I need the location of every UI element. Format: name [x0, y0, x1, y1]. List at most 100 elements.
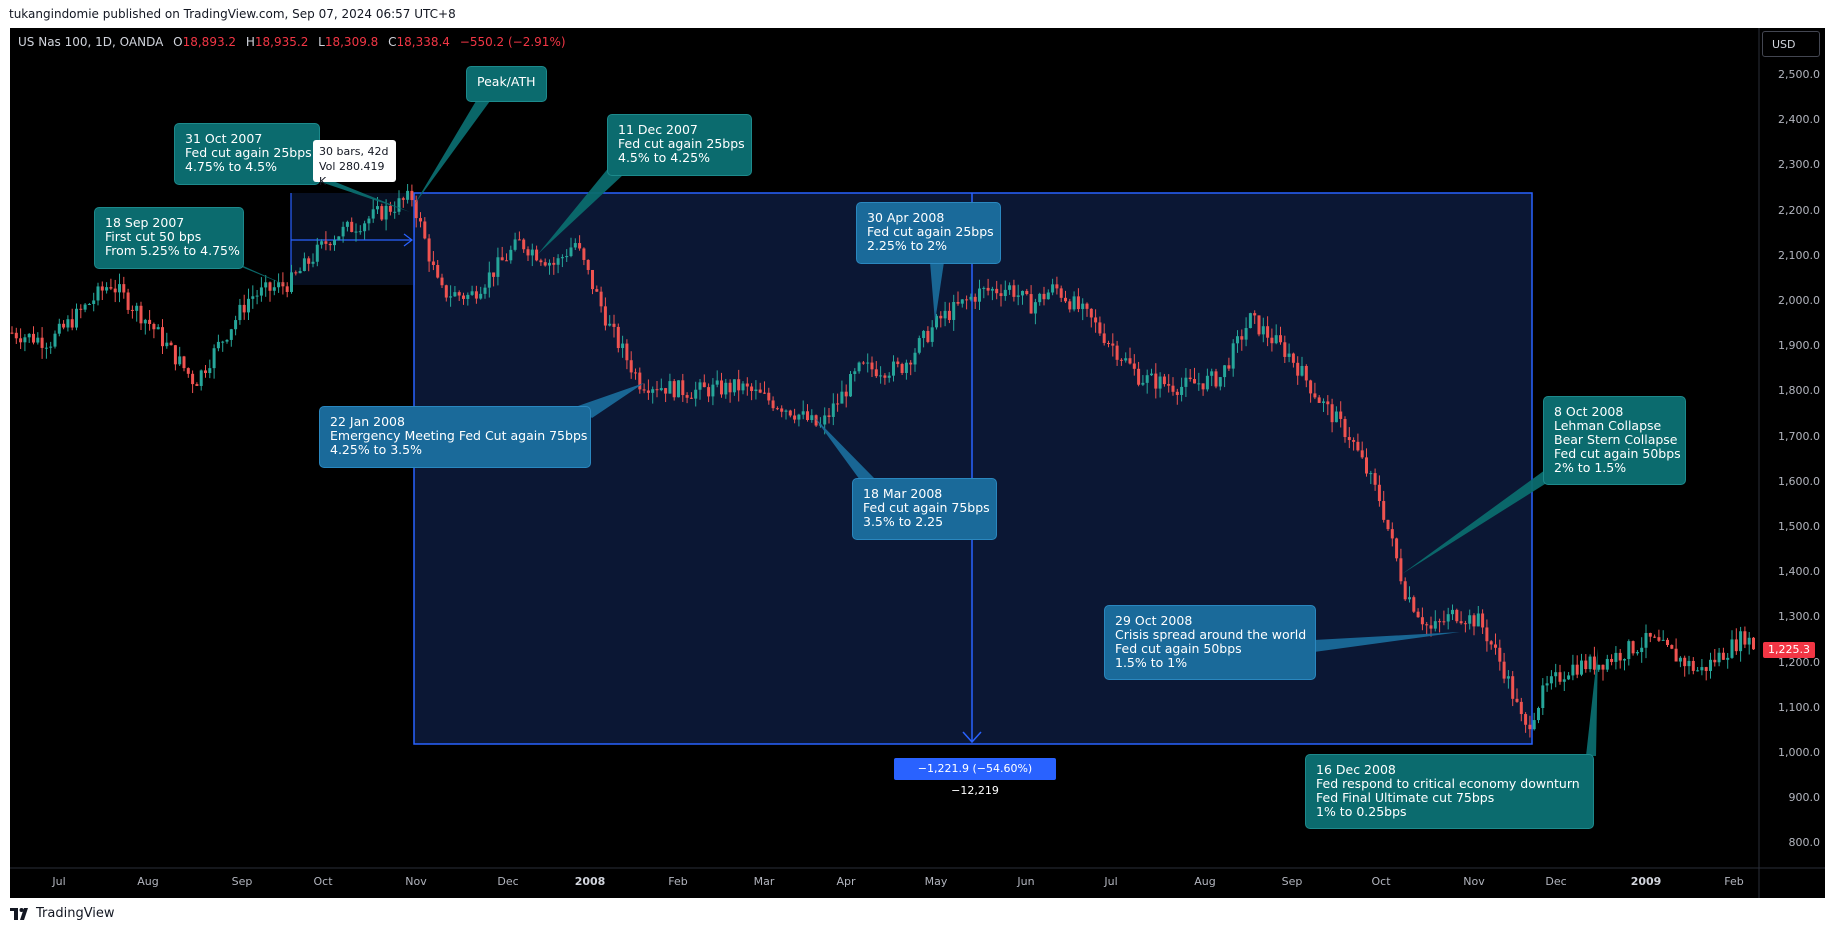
annotation-line: Peak/ATH [477, 74, 536, 89]
candle-body [1455, 609, 1459, 622]
candle-body [367, 218, 371, 224]
candle-body [87, 303, 91, 305]
candle-body [229, 329, 233, 340]
candle-body [724, 382, 728, 395]
candle-body [767, 392, 771, 401]
candle-body [625, 343, 629, 361]
annotation-oct31-2007[interactable]: 31 Oct 2007 Fed cut again 25bps 4.75% to… [174, 123, 320, 185]
annotation-line: 11 Dec 2007 [618, 122, 698, 137]
currency-button[interactable]: USD [1762, 31, 1820, 57]
annotation-peak[interactable]: Peak/ATH [466, 66, 547, 102]
price-tick-label: 1,800.0 [1778, 384, 1820, 398]
tradingview-brand[interactable]: TradingView [10, 906, 115, 921]
candle-body [36, 337, 40, 343]
candle-body [363, 223, 367, 232]
annotation-jan22-2008[interactable]: 22 Jan 2008 Emergency Meeting Fed Cut ag… [319, 406, 591, 468]
candle-body [522, 239, 526, 250]
time-tick-label: May [924, 875, 948, 888]
candle-body [952, 302, 956, 320]
candle-body [1098, 322, 1102, 334]
candle-body [1640, 647, 1644, 653]
candle-body [268, 282, 272, 291]
candle-body [1670, 645, 1674, 649]
candle-body [1373, 473, 1377, 485]
candle-body [1382, 501, 1386, 520]
candle-body [612, 323, 616, 327]
candle-body [754, 389, 758, 392]
candle-body [1210, 371, 1214, 376]
candle-body [212, 348, 216, 369]
annotation-dec11-2007[interactable]: 11 Dec 2007 Fed cut again 25bps 4.5% to … [607, 114, 752, 176]
annotation-oct8-2008[interactable]: 8 Oct 2008 Lehman Collapse Bear Stern Co… [1543, 396, 1686, 485]
candle-body [642, 389, 646, 391]
candle-body [1236, 336, 1239, 344]
candle-body [595, 289, 599, 292]
candle-body [388, 205, 392, 212]
candle-body [694, 389, 698, 399]
annotation-apr30-2008[interactable]: 30 Apr 2008 Fed cut again 25bps 2.25% to… [856, 202, 1001, 264]
candle-body [92, 300, 96, 304]
candle-body [1304, 365, 1308, 381]
candle-body [681, 380, 685, 396]
date-range-arrow-head [403, 233, 413, 247]
close-value: 18,338.4 [396, 35, 450, 49]
candle-body [707, 387, 711, 397]
candle-body [758, 389, 762, 393]
candle-body [608, 323, 612, 326]
candle-body [1623, 659, 1626, 661]
candle-body [668, 381, 672, 394]
time-tick-label: Nov [405, 875, 427, 888]
annotation-oct29-2008[interactable]: 29 Oct 2008 Crisis spread around the wor… [1104, 605, 1316, 680]
candle-body [982, 287, 986, 289]
candle-body [573, 243, 577, 248]
price-tick-label: 2,300.0 [1778, 158, 1820, 172]
candle-body [264, 282, 268, 288]
candle-body [130, 309, 134, 311]
candle-body [646, 390, 650, 393]
candle-body [1580, 660, 1583, 675]
candle-body [423, 221, 427, 239]
time-tick-label: Dec [1545, 875, 1567, 888]
candle-body [1201, 383, 1205, 390]
measure-result-label: −1,221.9 (−54.60%) −12,219 [894, 758, 1056, 797]
candle-body [732, 379, 736, 393]
candle-body [376, 206, 379, 210]
candle-body [1248, 313, 1252, 329]
close-label: C [388, 35, 397, 49]
candle-body [259, 287, 263, 296]
candle-body [1506, 676, 1510, 679]
annotation-line: Fed cut again 25bps [618, 136, 745, 151]
callout-dec16-tail [1586, 648, 1598, 756]
candle-body [1575, 664, 1579, 675]
candle-body [122, 284, 126, 293]
candle-body [272, 287, 276, 291]
annotation-line: 18 Mar 2008 [863, 486, 943, 501]
candle-body [1532, 720, 1536, 730]
annotation-dec16-2008[interactable]: 16 Dec 2008 Fed respond to critical econ… [1305, 754, 1594, 829]
time-tick-label: Oct [1371, 875, 1391, 888]
candle-body [1369, 473, 1373, 475]
candle-body [1545, 683, 1549, 686]
candle-body [302, 258, 306, 272]
candle-body [638, 372, 642, 390]
candle-body [440, 277, 444, 286]
candle-body [1631, 641, 1635, 654]
price-tick-label: 2,500.0 [1778, 68, 1820, 81]
candle-body [49, 346, 53, 348]
price-tick-label: 1,900.0 [1778, 339, 1820, 353]
annotation-line: 8 Oct 2008 [1554, 404, 1624, 419]
annotation-line: From 5.25% to 4.75% [105, 243, 240, 258]
candle-body [1270, 337, 1274, 344]
candle-body [1042, 293, 1046, 300]
candle-body [913, 352, 917, 365]
candle-body [238, 304, 242, 321]
annotation-sep18-2007[interactable]: 18 Sep 2007 First cut 50 bps From 5.25% … [94, 207, 244, 269]
candle-body [1339, 411, 1343, 419]
candle-body [1691, 660, 1695, 671]
annotation-mar18-2008[interactable]: 18 Mar 2008 Fed cut again 75bps 3.5% to … [852, 478, 997, 540]
candle-body [1205, 375, 1209, 390]
candle-body [917, 338, 921, 353]
callout-sep18-tail [230, 260, 288, 286]
candle-body [449, 296, 453, 298]
